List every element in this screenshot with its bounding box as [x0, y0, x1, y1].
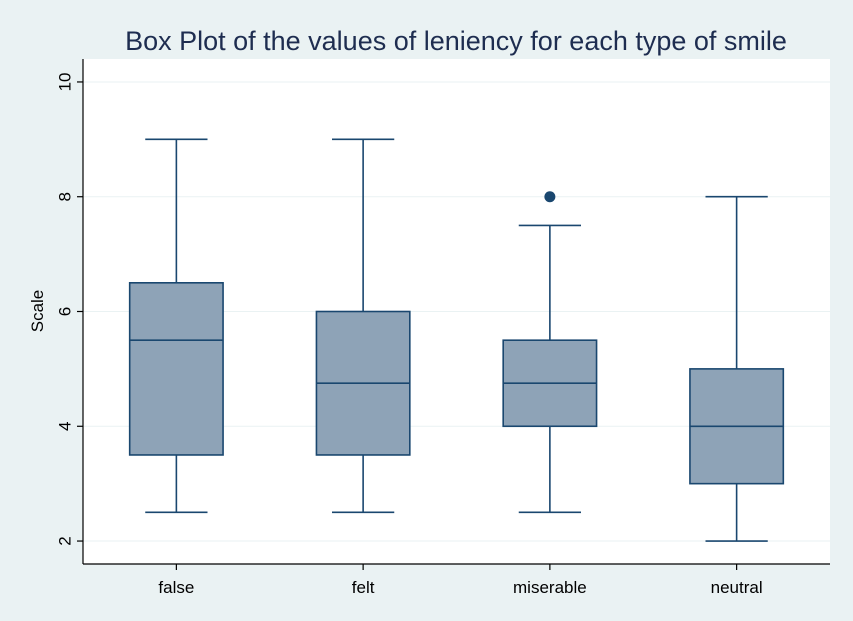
x-tick-label-neutral: neutral: [711, 578, 763, 597]
x-tick-label-felt: felt: [352, 578, 375, 597]
box-miserable: [502, 191, 598, 514]
box-neutral: [689, 195, 785, 542]
outlier-point-miserable-0: [544, 191, 556, 203]
y-tick-label-8: 8: [56, 192, 75, 201]
iqr-box-false: [128, 282, 224, 456]
box-false: [128, 138, 224, 514]
y-tick-label-6: 6: [56, 307, 75, 316]
y-tick-label-4: 4: [56, 422, 75, 431]
y-axis-label: Scale: [28, 290, 47, 333]
box-felt: [315, 138, 411, 514]
y-tick-label-10: 10: [56, 72, 75, 91]
x-ticks: false felt miserable neutral: [158, 564, 763, 597]
boxes-group: [128, 138, 785, 542]
y-ticks: 2 4 6 8 10: [56, 72, 83, 546]
x-tick-label-miserable: miserable: [513, 578, 587, 597]
x-tick-label-false: false: [158, 578, 194, 597]
y-tick-label-2: 2: [56, 536, 75, 545]
chart-title: Box Plot of the values of leniency for e…: [125, 26, 787, 56]
